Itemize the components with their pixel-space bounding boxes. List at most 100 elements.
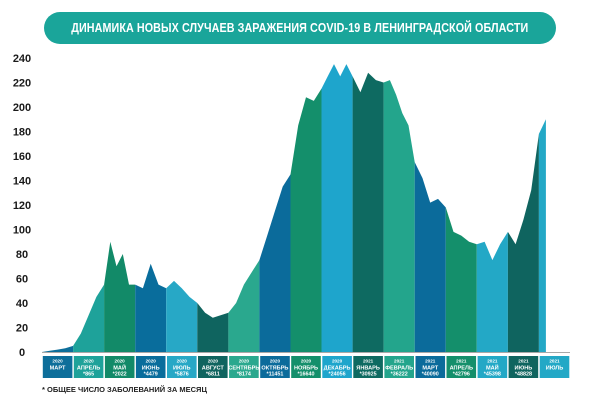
month-name-label: ОКТЯБРЬ <box>261 366 288 372</box>
month-total-label: *4479 <box>144 372 158 378</box>
month-name-label: НОЯБРЬ <box>294 366 318 372</box>
month-label-box <box>167 356 197 378</box>
month-label-box <box>322 356 352 378</box>
month-year-label: 2020 <box>270 359 281 364</box>
month-label-box <box>508 356 539 378</box>
y-tick-label: 0 <box>19 347 25 359</box>
month-label-box <box>42 356 73 378</box>
month-label-box <box>260 356 290 378</box>
month-name-label: ДЕКАБРЬ <box>324 366 351 372</box>
title-banner: ДИНАМИКА НОВЫХ СЛУЧАЕВ ЗАРАЖЕНИЯ COVID-1… <box>44 12 556 44</box>
y-tick-label: 180 <box>13 127 31 139</box>
y-tick-label: 20 <box>16 323 28 335</box>
area-segment <box>104 241 136 352</box>
area-segment <box>383 80 415 352</box>
area-segment <box>197 303 229 352</box>
month-label-box <box>353 356 383 378</box>
month-year-label: 2020 <box>146 359 157 364</box>
month-label-box <box>198 356 228 378</box>
month-total-label: *8174 <box>237 372 251 378</box>
area-segment <box>538 119 546 352</box>
area-segment <box>259 174 291 352</box>
month-year-label: 2020 <box>332 359 343 364</box>
y-tick-label: 160 <box>13 151 31 163</box>
y-tick-label: 220 <box>13 78 31 90</box>
month-name-label: ИЮНЬ <box>142 366 160 372</box>
month-total-label: *48828 <box>515 372 532 378</box>
month-year-label: 2021 <box>394 359 405 364</box>
chart-title: ДИНАМИКА НОВЫХ СЛУЧАЕВ ЗАРАЖЕНИЯ COVID-1… <box>71 21 529 35</box>
month-year-label: 2021 <box>487 359 498 364</box>
month-total-label: *5876 <box>175 372 189 378</box>
area-segment <box>352 72 384 352</box>
month-year-label: 2021 <box>456 359 467 364</box>
month-name-label: АПРЕЛЬ <box>450 366 473 372</box>
month-name-label: ФЕВРАЛЬ <box>385 366 413 372</box>
month-name-label: МАЙ <box>113 364 126 372</box>
area-segment <box>290 88 322 352</box>
month-label-box <box>291 356 321 378</box>
area-segment <box>73 284 105 352</box>
month-total-label: *11451 <box>267 372 284 378</box>
month-total-label: *2022 <box>113 372 127 378</box>
month-label-box <box>104 356 135 378</box>
month-label-box <box>384 356 414 378</box>
month-name-label: ИЮЛЬ <box>546 366 564 372</box>
month-name-label: ИЮЛЬ <box>173 366 191 372</box>
month-total-label: *40090 <box>422 372 439 378</box>
month-name-label: АВГУСТ <box>202 366 225 372</box>
area-segment <box>507 133 539 352</box>
month-name-label: МАРТ <box>422 366 438 372</box>
month-year-label: 2020 <box>239 359 250 364</box>
month-year-label: 2020 <box>52 359 63 364</box>
month-label-box <box>477 356 508 378</box>
month-total-label: *16640 <box>297 372 314 378</box>
month-total-label: *24056 <box>329 372 346 378</box>
area-segment <box>414 162 446 352</box>
month-label-box <box>446 356 477 378</box>
month-total-label: *865 <box>83 372 94 378</box>
footnote: * ОБЩЕЕ ЧИСЛО ЗАБОЛЕВАНИЙ ЗА МЕСЯЦ <box>42 385 207 394</box>
month-name-label: АПРЕЛЬ <box>77 366 100 372</box>
area-segment <box>228 260 260 352</box>
y-tick-label: 100 <box>13 225 31 237</box>
month-label-box <box>229 356 259 378</box>
month-total-label: *30925 <box>360 372 377 378</box>
month-year-label: 2020 <box>115 359 126 364</box>
month-year-label: 2021 <box>363 359 374 364</box>
area-segment <box>166 280 198 352</box>
month-label-box <box>135 356 166 378</box>
area-segment <box>476 231 508 352</box>
month-name-label: МАЙ <box>486 364 499 372</box>
month-total-label: *45398 <box>484 372 501 378</box>
y-tick-label: 120 <box>13 200 31 212</box>
month-year-label: 2021 <box>549 359 560 364</box>
month-name-label: МАРТ <box>50 366 66 372</box>
month-name-label: ИЮНЬ <box>514 366 532 372</box>
month-label-box <box>73 356 104 378</box>
y-tick-label: 240 <box>13 53 31 65</box>
y-tick-label: 80 <box>16 249 28 261</box>
month-name-label: СЕНТЯБРЬ <box>228 366 259 372</box>
y-tick-label: 140 <box>13 176 31 188</box>
month-year-label: 2020 <box>177 359 188 364</box>
area-segment <box>135 263 167 352</box>
month-label-box <box>539 356 570 378</box>
month-year-label: 2020 <box>83 359 94 364</box>
y-tick-label: 200 <box>13 102 31 114</box>
month-year-label: 2020 <box>301 359 312 364</box>
month-year-label: 2021 <box>518 359 529 364</box>
month-total-label: *42796 <box>453 372 470 378</box>
area-segment <box>445 207 477 352</box>
area-segment <box>42 345 74 352</box>
month-label-box <box>415 356 446 378</box>
y-tick-label: 40 <box>16 298 28 310</box>
month-year-label: 2020 <box>208 359 219 364</box>
month-year-label: 2021 <box>425 359 436 364</box>
month-total-label: *36222 <box>391 372 408 378</box>
y-tick-label: 60 <box>16 274 28 286</box>
month-name-label: ЯНВАРЬ <box>356 366 380 372</box>
area-segment <box>321 64 353 352</box>
month-total-label: *6811 <box>206 372 220 378</box>
